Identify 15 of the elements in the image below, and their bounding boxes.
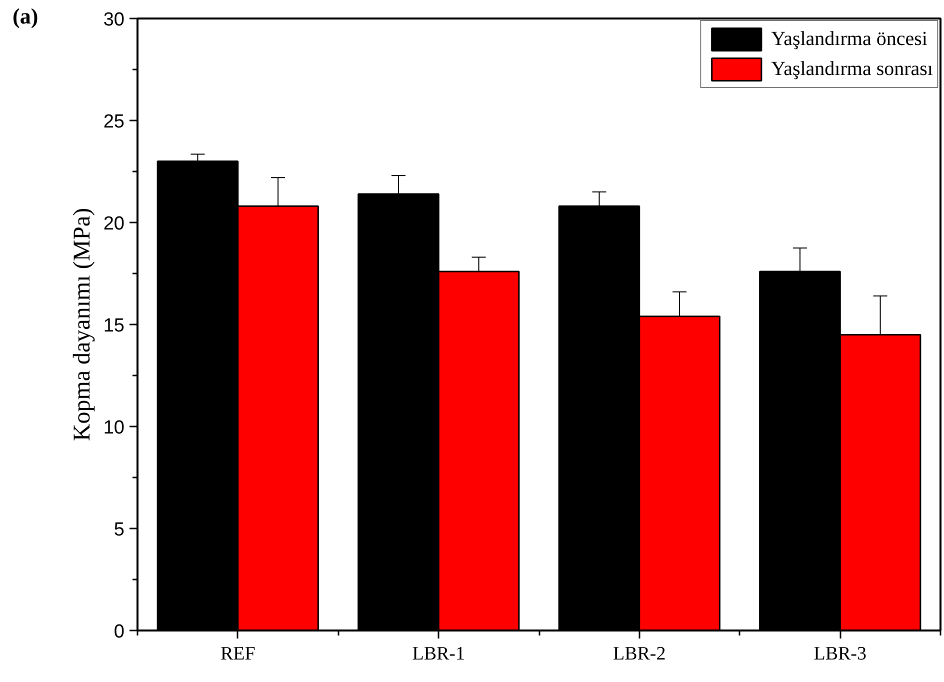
y-tick-label: 30: [103, 10, 125, 30]
y-tick-label: 5: [114, 520, 125, 540]
legend-label: Yaşlandırma sonrası: [771, 58, 933, 80]
y-tick-label: 10: [103, 418, 125, 438]
y-tick-label: 15: [103, 316, 125, 336]
x-tick-label: REF: [220, 644, 256, 664]
y-tick-label: 25: [103, 112, 125, 132]
y-axis-title: Kopma dayanımı (MPa): [69, 208, 96, 442]
x-tick-label: LBR-2: [612, 644, 666, 664]
y-tick-label: 20: [103, 214, 125, 234]
y-tick-label: 0: [114, 622, 125, 642]
x-tick-label: LBR-1: [412, 644, 466, 664]
legend-label: Yaşlandırma öncesi: [771, 28, 928, 50]
chart-title: (a): [12, 4, 38, 28]
x-tick-label: LBR-3: [814, 644, 867, 664]
